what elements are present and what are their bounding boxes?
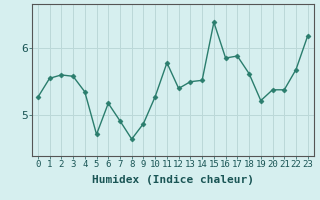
X-axis label: Humidex (Indice chaleur): Humidex (Indice chaleur) — [92, 175, 254, 185]
